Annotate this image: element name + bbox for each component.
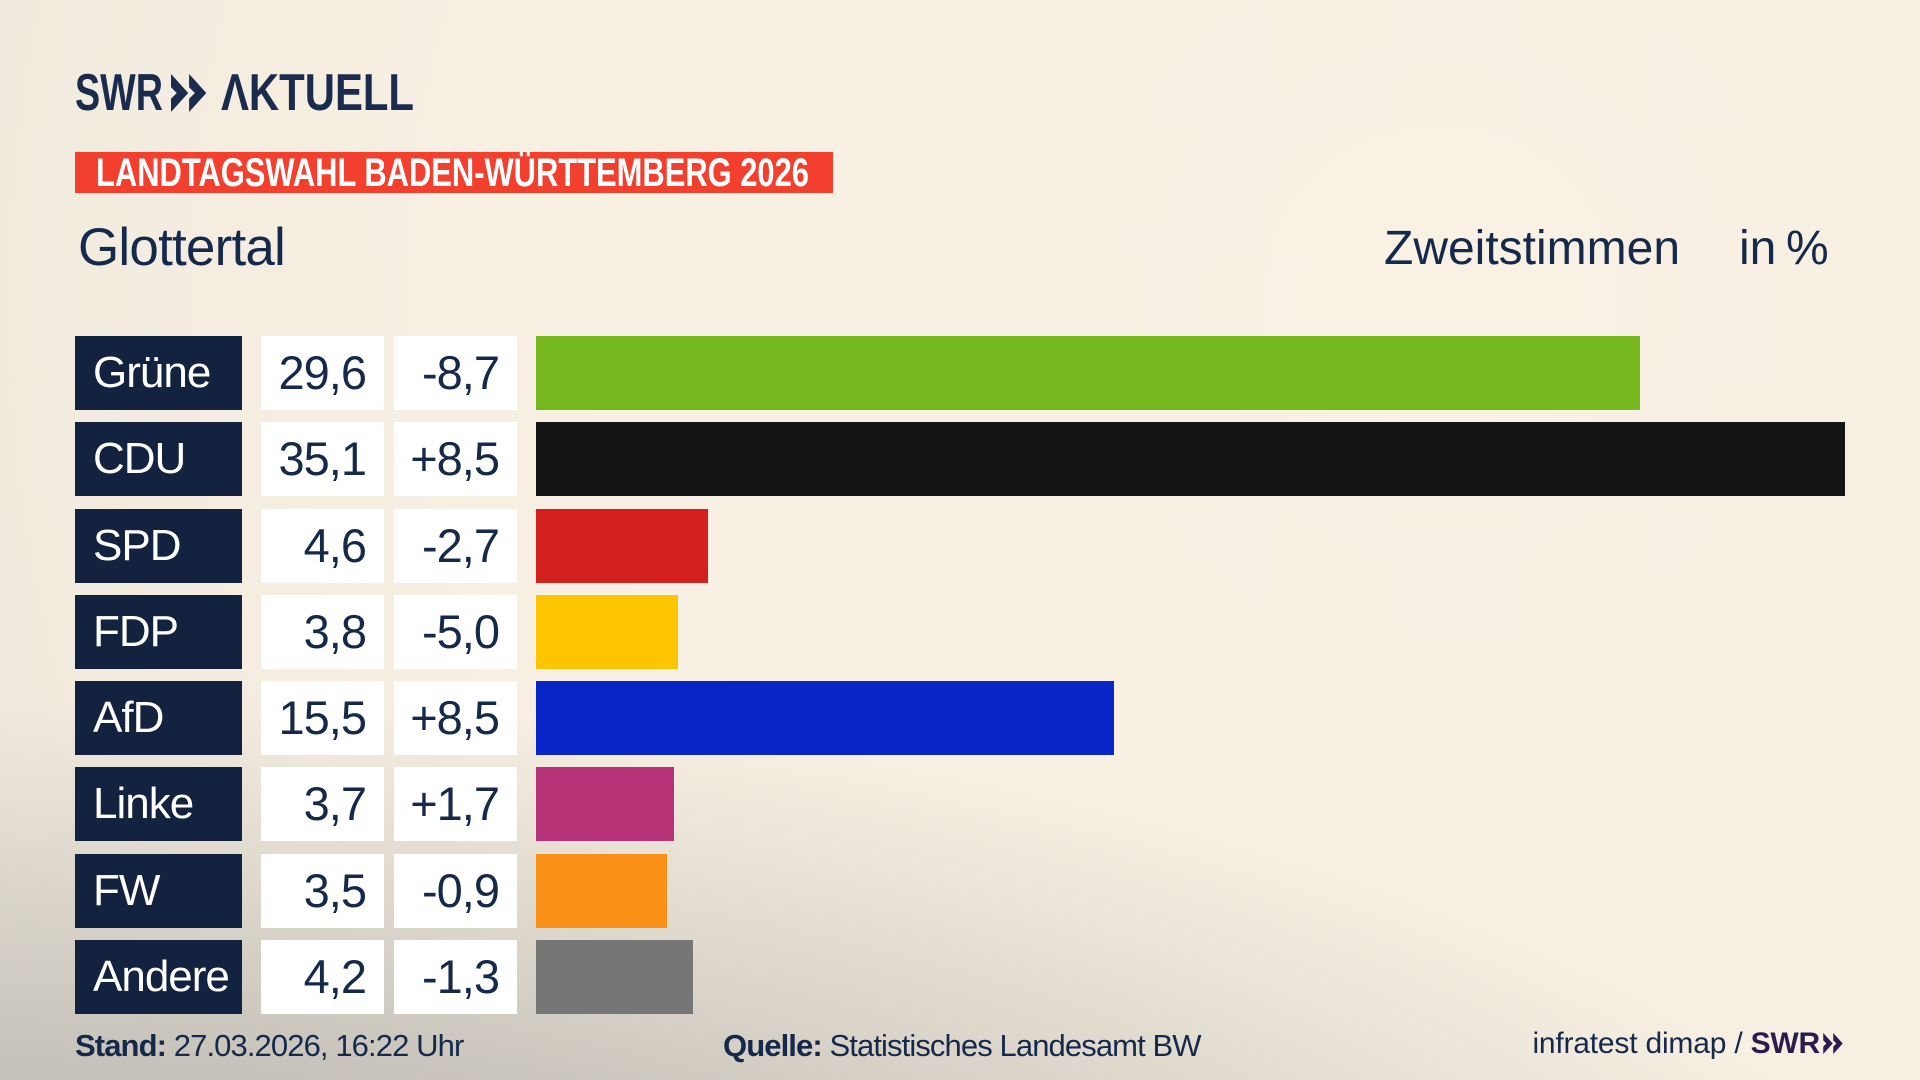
svg-text:LANDTAGSWAHL BADEN-WÜRTTEMBERG: LANDTAGSWAHL BADEN-WÜRTTEMBERG 2026 [96,152,809,193]
svg-text:ΛKTUELL: ΛKTUELL [221,73,414,113]
svg-text:SWR: SWR [75,73,163,113]
